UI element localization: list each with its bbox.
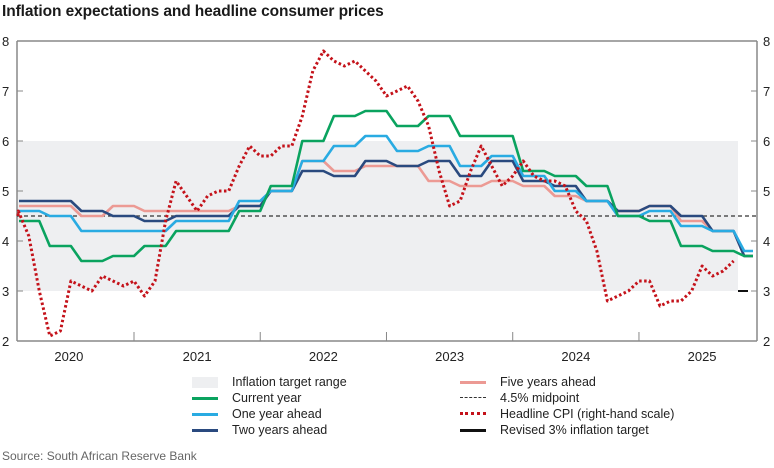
legend-swatch	[460, 397, 486, 398]
legend-swatch	[192, 397, 218, 400]
y-left-tick-label: 6	[2, 134, 9, 149]
legend-label: Inflation target range	[232, 375, 347, 389]
y-right-tick-label: 6	[763, 134, 770, 149]
x-tick-label: 2022	[309, 349, 338, 364]
y-right-tick-label: 5	[763, 184, 770, 199]
series-line-current-year	[19, 109, 753, 263]
source-note: Source: South African Reserve Bank	[2, 449, 197, 463]
legend-swatch	[460, 381, 486, 384]
x-tick-label: 2023	[435, 349, 464, 364]
legend-label: One year ahead	[232, 407, 322, 421]
y-left-tick-label: 5	[2, 184, 9, 199]
y-left-tick-label: 3	[2, 284, 9, 299]
y-right-tick-label: 7	[763, 84, 770, 99]
y-right-tick-label: 3	[763, 284, 770, 299]
y-left-tick-label: 2	[2, 334, 9, 349]
y-left-tick-label: 7	[2, 84, 9, 99]
legend-label: Current year	[232, 391, 302, 405]
legend-swatch	[192, 413, 218, 416]
legend-label: Five years ahead	[500, 375, 596, 389]
legend-swatch	[460, 412, 486, 415]
legend-swatch	[460, 429, 486, 432]
x-tick-label: 2025	[688, 349, 717, 364]
series-line-one-year	[19, 134, 753, 253]
chart-title: Inflation expectations and headline cons…	[2, 3, 384, 20]
legend-swatch	[192, 429, 218, 432]
y-right-tick-label: 2	[763, 334, 770, 349]
legend-label: Headline CPI (right-hand scale)	[500, 407, 675, 421]
series-line-two-years	[19, 159, 753, 258]
y-left-tick-label: 8	[2, 34, 9, 49]
legend-label: Two years ahead	[232, 423, 328, 437]
legend-label: 4.5% midpoint	[500, 391, 580, 405]
y-right-tick-label: 8	[763, 34, 770, 49]
y-right-tick-label: 4	[763, 234, 770, 249]
legend-label: Revised 3% inflation target	[500, 423, 649, 437]
legend-swatch	[192, 377, 218, 388]
x-tick-label: 2020	[54, 349, 83, 364]
x-tick-label: 2024	[561, 349, 590, 364]
x-tick-label: 2021	[183, 349, 212, 364]
y-left-tick-label: 4	[2, 234, 9, 249]
chart: 2 2 3 3 4 4 5 5 6 6 7 7 8 8 2020 2021 2022 2023 2024 2025	[2, 34, 770, 364]
